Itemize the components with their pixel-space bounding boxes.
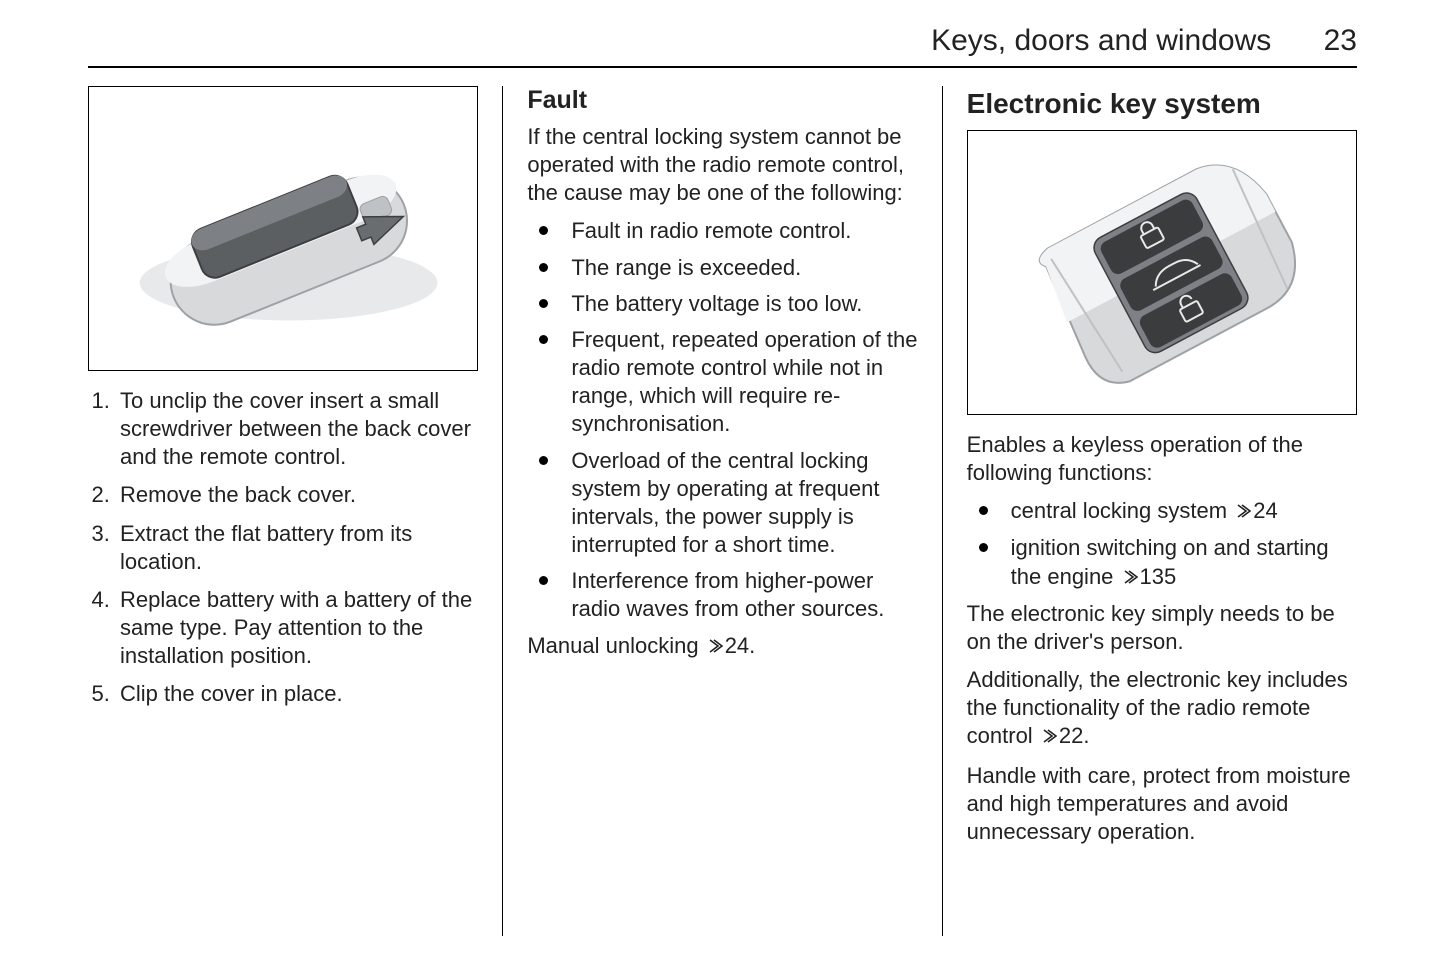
- list-item: The battery voltage is too low.: [527, 290, 917, 318]
- list-item: Fault in radio remote control.: [527, 217, 917, 245]
- xref-number: 22: [1059, 723, 1083, 748]
- battery-replace-steps: To unclip the cover insert a small screw…: [88, 387, 478, 709]
- electronic-key-intro: Enables a keyless operation of the follo…: [967, 431, 1357, 487]
- list-item: Clip the cover in place.: [116, 680, 478, 708]
- column-2: Fault If the central locking system cann…: [502, 86, 941, 936]
- electronic-key-functions: central locking system 24 ignition switc…: [967, 497, 1357, 591]
- electronic-key-para1: The electronic key simply needs to be on…: [967, 600, 1357, 656]
- list-item: Replace battery with a battery of the sa…: [116, 586, 478, 670]
- fault-causes: Fault in radio remote control. The range…: [527, 217, 917, 623]
- list-item: The range is exceeded.: [527, 254, 917, 282]
- xref-number: 135: [1140, 564, 1177, 589]
- xref-number: 24: [1253, 498, 1277, 523]
- figure-electronic-key: [967, 130, 1357, 415]
- list-item: Remove the back cover.: [116, 481, 478, 509]
- page-number: 23: [1324, 24, 1357, 57]
- electronic-key-para2: Additionally, the electronic key include…: [967, 666, 1357, 751]
- electronic-key-heading: Electronic key system: [967, 88, 1357, 120]
- xref-icon: [707, 633, 723, 661]
- xref-number: 24: [725, 633, 749, 658]
- list-item: Overload of the central locking system b…: [527, 447, 917, 560]
- list-item: Extract the flat battery from its locati…: [116, 520, 478, 576]
- para2-text: Additionally, the electronic key include…: [967, 667, 1348, 748]
- manual-page: Keys, doors and windows 23: [0, 0, 1445, 965]
- list-item: ignition switching on and starting the e…: [967, 534, 1357, 591]
- fault-intro: If the central locking system cannot be …: [527, 123, 917, 207]
- chapter-title: Keys, doors and windows: [931, 24, 1271, 57]
- list-item: To unclip the cover insert a small screw…: [116, 387, 478, 471]
- xref-icon: [1235, 498, 1251, 526]
- column-1: To unclip the cover insert a small screw…: [88, 86, 502, 936]
- content-columns: To unclip the cover insert a small screw…: [88, 86, 1357, 936]
- manual-unlock-line: Manual unlocking 24.: [527, 632, 917, 661]
- remote-battery-illustration: [105, 98, 462, 358]
- list-item: Frequent, repeated operation of the radi…: [527, 326, 917, 439]
- page-header: Keys, doors and windows 23: [88, 24, 1357, 68]
- bullet-text: central locking system: [1011, 498, 1227, 523]
- list-item: Interference from higher-power radio wav…: [527, 567, 917, 623]
- xref-icon: [1122, 564, 1138, 592]
- figure-remote-battery: [88, 86, 478, 371]
- electronic-key-para3: Handle with care, protect from moisture …: [967, 762, 1357, 846]
- electronic-key-illustration: [983, 142, 1340, 402]
- xref-icon: [1041, 723, 1057, 751]
- fault-heading: Fault: [527, 86, 917, 115]
- list-item: central locking system 24: [967, 497, 1357, 526]
- column-3: Electronic key system: [942, 86, 1357, 936]
- manual-unlock-text: Manual unlocking: [527, 633, 698, 658]
